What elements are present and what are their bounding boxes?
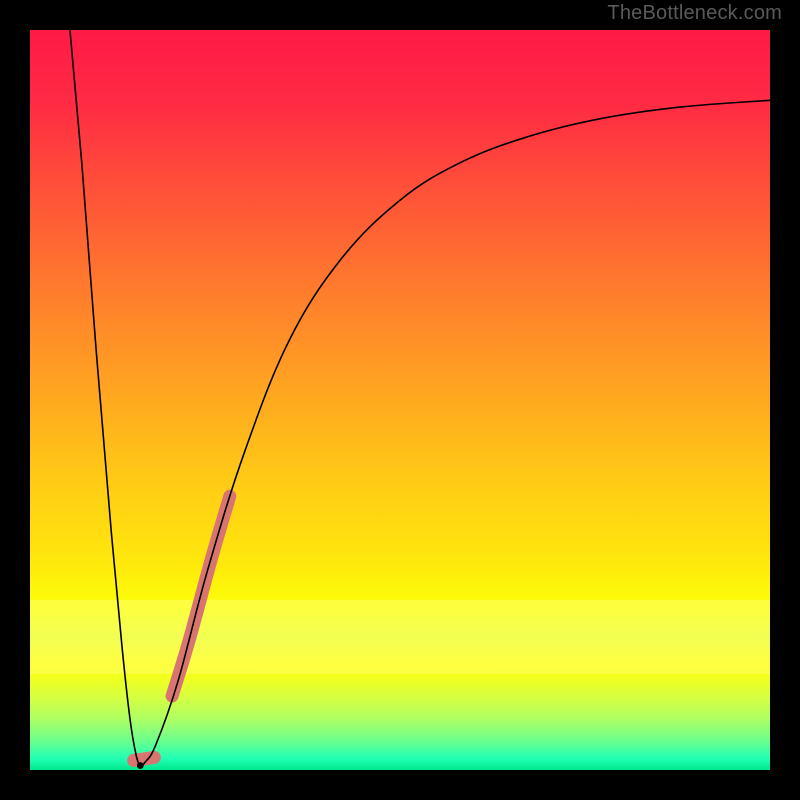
pale-yellow-band — [30, 600, 770, 674]
curve-minimum-marker — [137, 762, 144, 769]
plot-frame — [30, 30, 770, 770]
bottleneck-chart — [30, 30, 770, 770]
watermark-text: TheBottleneck.com — [607, 2, 782, 25]
